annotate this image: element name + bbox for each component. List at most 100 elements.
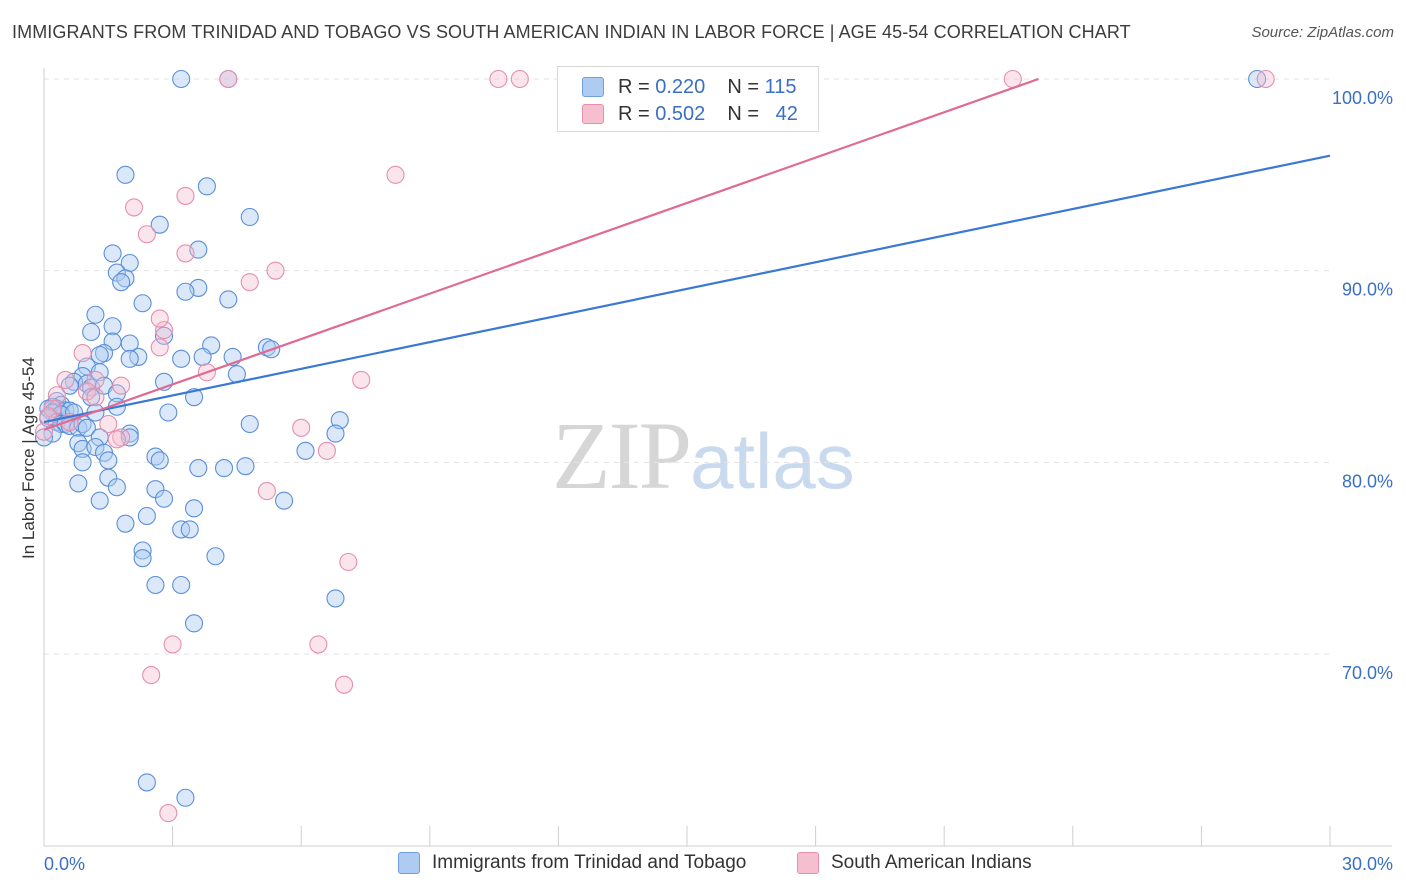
trend-line-trinidad: [43, 154, 1331, 424]
data-point-trinidad: [103, 317, 122, 336]
data-point-trinidad: [133, 541, 152, 560]
data-point-trinidad: [120, 334, 139, 353]
data-point-trinidad: [73, 453, 92, 472]
data-point-trinidad: [154, 489, 174, 508]
data-point-trinidad: [120, 349, 139, 368]
data-point-trinidad: [296, 441, 315, 460]
series-legend: Immigrants from Trinidad and Tobago Sout…: [0, 852, 1406, 878]
data-point-trinidad: [236, 457, 255, 476]
data-point-trinidad: [86, 305, 105, 324]
data-point-trinidad: [180, 520, 199, 539]
data-point-trinidad: [172, 349, 191, 368]
legend-swatch-blue: [582, 77, 604, 97]
data-point-south-american-indian: [352, 370, 371, 389]
series-south-american-indian-points: [34, 69, 1275, 823]
data-point-trinidad: [133, 294, 152, 313]
data-point-trinidad: [326, 424, 345, 443]
data-point-south-american-indian: [163, 635, 182, 654]
data-point-trinidad: [116, 165, 135, 184]
data-point-south-american-indian: [240, 273, 259, 292]
legend-swatch-pink: [797, 852, 819, 874]
data-point-south-american-indian: [266, 261, 285, 280]
data-point-trinidad: [206, 547, 225, 566]
data-point-south-american-indian: [154, 321, 174, 340]
data-point-south-american-indian: [1256, 69, 1275, 89]
data-point-south-american-indian: [142, 666, 161, 685]
y-tick-label: 100.0%: [1332, 88, 1393, 108]
data-point-trinidad: [326, 589, 345, 608]
legend-row-south-american-indian: R = 0.502 N = 42: [582, 101, 798, 127]
legend-n-label: N =: [727, 102, 759, 125]
series-trinidad-points: [34, 69, 1267, 807]
data-point-south-american-indian: [309, 635, 328, 654]
y-tick-label: 80.0%: [1342, 471, 1393, 491]
data-point-trinidad: [90, 491, 109, 510]
x-tick-label: 30.0%: [1342, 854, 1393, 874]
x-tick-label: 0.0%: [44, 854, 85, 874]
legend-item-south-american-indian: South American Indians: [797, 852, 1032, 874]
data-point-trinidad: [137, 506, 156, 526]
data-point-south-american-indian: [159, 804, 178, 823]
data-point-trinidad: [172, 69, 191, 89]
data-point-trinidad: [159, 403, 178, 422]
data-point-south-american-indian: [339, 552, 358, 572]
data-point-trinidad: [107, 478, 126, 497]
axis-labels: 70.0% 80.0% 90.0% 100.0% 0.0% 30.0% In Labor F…: [19, 88, 1393, 874]
watermark: ZIPatlas: [552, 400, 855, 511]
legend-label-south-american-indian: South American Indians: [831, 852, 1032, 873]
watermark-atlas: atlas: [690, 417, 855, 505]
data-point-south-american-indian: [47, 386, 66, 405]
data-point-trinidad: [176, 788, 195, 807]
data-point-trinidad: [133, 549, 152, 568]
data-point-south-american-indian: [99, 414, 118, 434]
y-axis-label: In Labor Force | Age 45-54: [19, 357, 38, 559]
trend-line-south-american-indian: [43, 77, 1039, 431]
data-point-trinidad: [116, 514, 135, 533]
legend-r-label: R =: [618, 102, 650, 125]
data-point-south-american-indian: [56, 370, 75, 389]
data-point-trinidad: [197, 177, 216, 196]
data-point-trinidad: [99, 451, 118, 470]
legend-n-value: 115: [764, 75, 797, 98]
legend-r-value: 0.502: [655, 102, 706, 125]
y-tick-label: 90.0%: [1342, 280, 1393, 300]
legend-swatch-pink: [582, 104, 604, 124]
data-point-south-american-indian: [386, 165, 405, 184]
data-point-trinidad: [193, 347, 212, 366]
data-point-trinidad: [154, 326, 174, 345]
correlation-legend: R = 0.220 N = 115 R = 0.502 N = 42: [557, 66, 819, 132]
data-point-south-american-indian: [124, 198, 144, 217]
data-point-trinidad: [172, 575, 191, 595]
data-point-trinidad: [103, 244, 122, 263]
axes: [43, 68, 1392, 847]
data-point-trinidad: [240, 414, 259, 434]
data-point-south-american-indian: [137, 225, 156, 244]
data-point-trinidad: [214, 459, 234, 478]
data-point-trinidad: [330, 411, 349, 430]
data-point-south-american-indian: [73, 344, 92, 363]
legend-row-trinidad: R = 0.220 N = 115: [582, 74, 796, 100]
data-point-south-american-indian: [219, 69, 238, 89]
data-point-south-american-indian: [257, 482, 276, 501]
data-point-south-american-indian: [489, 69, 508, 89]
data-point-south-american-indian: [176, 186, 195, 205]
data-point-south-american-indian: [34, 422, 54, 441]
trend-lines: [43, 77, 1331, 431]
data-point-south-american-indian: [335, 675, 354, 694]
legend-label-trinidad: Immigrants from Trinidad and Tobago: [432, 852, 747, 873]
data-point-trinidad: [240, 207, 259, 227]
data-point-trinidad: [69, 474, 88, 493]
data-point-south-american-indian: [150, 309, 169, 328]
data-point-south-american-indian: [176, 244, 195, 263]
data-point-trinidad: [184, 499, 204, 518]
legend-n-label: N =: [727, 75, 759, 98]
data-point-south-american-indian: [112, 376, 131, 395]
data-point-trinidad: [176, 282, 195, 301]
data-point-trinidad: [275, 491, 294, 510]
data-point-trinidad: [77, 418, 96, 437]
data-point-trinidad: [219, 290, 238, 309]
chart-title: IMMIGRANTS FROM TRINIDAD AND TOBAGO VS S…: [12, 22, 1131, 42]
source-label: Source: ZipAtlas.com: [1251, 24, 1394, 41]
data-point-south-american-indian: [292, 418, 311, 437]
